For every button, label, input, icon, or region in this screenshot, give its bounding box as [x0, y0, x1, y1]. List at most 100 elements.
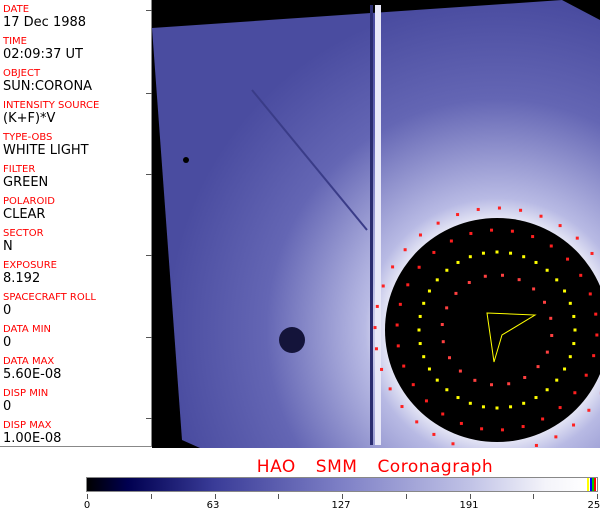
overlay-dot [402, 364, 406, 368]
overlay-dot [534, 443, 538, 447]
colorbar [86, 477, 598, 492]
overlay-dot [522, 401, 526, 405]
field-value: 8.192 [3, 271, 41, 286]
field-filter: FILTER GREEN [3, 164, 48, 190]
overlay-dot [534, 260, 538, 264]
axis-tick [146, 93, 152, 94]
overlay-dot [545, 350, 549, 354]
field-exposure: EXPOSURE 8.192 [3, 260, 57, 286]
overlay-dot [568, 301, 572, 305]
colorbar-tick [87, 494, 88, 499]
overlay-dot [451, 442, 455, 446]
overlay-dot [441, 412, 445, 416]
field-time: TIME 02:09:37 UT [3, 36, 83, 62]
overlay-dot [445, 268, 449, 272]
overlay-dot [395, 323, 399, 327]
overlay-dot [432, 432, 436, 436]
overlay-dot [500, 428, 504, 432]
overlay-dot [568, 355, 572, 359]
overlay-dot [449, 239, 453, 243]
overlay-dot [427, 289, 431, 293]
overlay-dot [590, 251, 594, 255]
axis-tick [146, 418, 152, 419]
field-label: TIME [3, 36, 28, 47]
field-value: N [3, 239, 13, 254]
axis-tick [146, 255, 152, 256]
colorbar-tick-label: 127 [331, 500, 351, 511]
overlay-dot [545, 268, 549, 272]
overlay-dot [476, 207, 480, 211]
field-label: DATA MAX [3, 356, 55, 367]
colorbar-tick [342, 494, 343, 499]
field-date: DATE 17 Dec 1988 [3, 4, 86, 30]
overlay-dot [558, 224, 562, 228]
field-label: SECTOR [3, 228, 44, 239]
colorbar-tick-label: 191 [459, 500, 479, 511]
field-value: 0 [3, 303, 12, 318]
overlay-dot [531, 235, 535, 239]
overlay-dot [418, 233, 422, 237]
overlay-dot [481, 251, 485, 255]
overlay-dot [521, 425, 525, 429]
overlay-dot [554, 435, 558, 439]
axis-tick [146, 337, 152, 338]
overlay-dot [435, 378, 439, 382]
overlay-dot [456, 213, 460, 217]
colorbar-tick [469, 494, 471, 499]
overlay-dot [523, 376, 527, 380]
overlay-dot [572, 314, 576, 318]
overlay-dot [381, 284, 385, 288]
field-type-obs: TYPE-OBS WHITE LIGHT [3, 132, 89, 158]
overlay-dot [459, 421, 463, 425]
overlay-dot [424, 399, 428, 403]
field-value: SUN:CORONA [3, 79, 93, 94]
field-data-max: DATA MAX 5.60E-08 [3, 356, 61, 382]
overlay-dot [594, 312, 598, 316]
overlay-dot [539, 214, 543, 218]
overlay-dot [500, 273, 504, 277]
overlay-dot [422, 355, 426, 359]
colorbar-blue [590, 478, 592, 491]
overlay-dot [417, 265, 421, 269]
overlay-dot [396, 344, 400, 348]
overlay-dot [403, 248, 407, 252]
overlay-dot [447, 356, 451, 360]
overlay-dot [592, 354, 596, 358]
overlay-dot [456, 396, 460, 400]
field-polaroid: POLAROID CLEAR [3, 196, 55, 222]
colorbar-tick [405, 494, 407, 499]
field-label: POLAROID [3, 196, 56, 207]
header-info-panel: DATE 17 Dec 1988 TIME 02:09:37 UT OBJECT SUN:… [0, 0, 152, 447]
field-data-min: DATA MIN 0 [3, 324, 51, 350]
overlay-dot [549, 244, 553, 248]
coronagraph-image [152, 0, 600, 454]
axis-tick [146, 10, 152, 11]
field-label: OBJECT [3, 68, 41, 79]
colorbar-tick [150, 494, 152, 499]
colorbar-tick [278, 494, 280, 499]
overlay-dot [375, 304, 379, 308]
overlay-dot [572, 342, 576, 346]
overlay-dot [398, 302, 402, 306]
overlay-dot [456, 260, 460, 264]
overlay-dot [495, 250, 499, 254]
colorbar-green [592, 478, 594, 491]
field-spacecraft-roll: SPACECRAFT ROLL 0 [3, 292, 96, 318]
overlay-dot [563, 289, 567, 293]
overlay-dot [573, 328, 577, 332]
overlay-dot [441, 340, 445, 344]
field-label: TYPE-OBS [3, 132, 53, 143]
overlay-dot [543, 300, 547, 304]
field-label: INTENSITY SOURCE [3, 100, 100, 111]
overlay-dot [440, 323, 444, 327]
colorbar-yellow [587, 478, 589, 491]
overlay-dot [555, 278, 559, 282]
colorbar-tick [214, 494, 216, 499]
overlay-dot [507, 382, 511, 386]
overlay-dot [522, 255, 526, 259]
overlay-dot [588, 292, 592, 296]
overlay-dot [388, 387, 392, 391]
title-hao: HAO [256, 457, 296, 477]
overlay-dot [445, 306, 449, 310]
overlay-dot [519, 208, 523, 212]
